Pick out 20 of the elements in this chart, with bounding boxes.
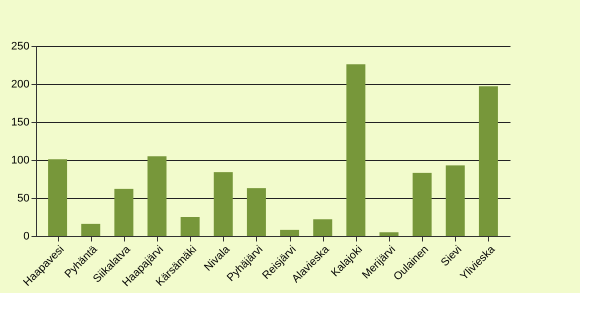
bar [48,159,68,236]
y-tick-label: 100 [11,154,30,166]
y-tick-label: 0 [23,230,30,242]
bar [380,232,398,236]
bar [114,188,134,236]
bar [148,156,166,236]
bar [81,224,100,236]
bar [246,188,266,236]
y-tick-label: 200 [11,78,30,90]
bar [313,219,332,236]
bar [412,172,432,236]
bar [280,230,300,236]
y-tick-label: 50 [17,192,30,204]
bar [446,165,465,236]
bar [214,172,233,236]
bar [346,64,366,236]
bar [180,217,200,236]
y-tick-label: 150 [11,116,30,128]
y-tick-label: 250 [11,40,30,52]
bar [478,86,498,236]
